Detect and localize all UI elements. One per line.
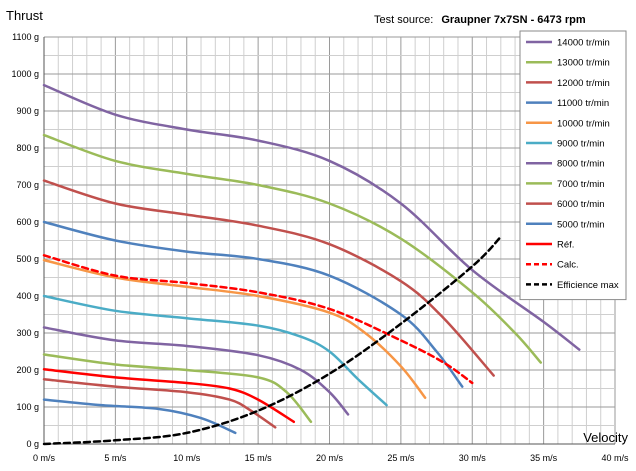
series-line: [42, 294, 388, 407]
x-tick-label: 5 m/s: [104, 453, 127, 463]
series-line: [42, 353, 313, 424]
y-tick-label: 100 g: [16, 402, 39, 412]
test-source: Test source: Graupner 7x7SN - 6473 rpm: [374, 14, 586, 26]
legend-label: 13000 tr/min: [557, 58, 610, 69]
series-line: [42, 220, 464, 388]
y-tick-label: 900 g: [16, 106, 39, 116]
legend-label: 14000 tr/min: [557, 38, 610, 49]
y-tick-label: 800 g: [16, 143, 39, 153]
legend-label: 12000 tr/min: [557, 78, 610, 89]
y-axis-title: Thrust: [6, 8, 43, 23]
series-line: [42, 83, 581, 351]
x-axis-title: Velocity: [583, 430, 628, 445]
y-tick-label: 500 g: [16, 254, 39, 264]
series-line: [42, 258, 427, 399]
series-line: [42, 398, 237, 435]
test-source-label: Test source:: [374, 14, 434, 26]
legend-label: Réf.: [557, 240, 574, 251]
legend-label: 8000 tr/min: [557, 159, 605, 170]
legend-label: 5000 tr/min: [557, 219, 605, 230]
x-tick-label: 40 m/s: [601, 453, 629, 463]
x-tick-label: 15 m/s: [245, 453, 273, 463]
x-tick-label: 20 m/s: [316, 453, 344, 463]
series-line: [42, 378, 277, 429]
series-line: [42, 254, 474, 385]
y-tick-label: 1000 g: [11, 69, 39, 79]
y-tick-label: 400 g: [16, 291, 39, 301]
legend-label: 10000 tr/min: [557, 118, 610, 129]
y-tick-label: 0 g: [26, 439, 39, 449]
series-line: [42, 235, 503, 446]
y-tick-label: 300 g: [16, 328, 39, 338]
legend-label: 11000 tr/min: [557, 98, 609, 109]
series-line: [42, 179, 495, 377]
series-line: [42, 368, 296, 424]
series-line: [42, 133, 543, 364]
legend-label: 7000 tr/min: [557, 179, 605, 190]
y-tick-label: 1100 g: [12, 32, 39, 42]
y-tick-label: 700 g: [16, 180, 39, 190]
legend-label: 6000 tr/min: [557, 199, 605, 210]
legend-label: Calc.: [557, 260, 579, 271]
x-tick-label: 25 m/s: [387, 453, 415, 463]
legend-box: [519, 30, 627, 301]
test-source-value: Graupner 7x7SN - 6473 rpm: [441, 14, 586, 26]
series-line: [42, 326, 350, 416]
y-tick-label: 600 g: [16, 217, 39, 227]
x-tick-label: 30 m/s: [459, 453, 487, 463]
x-tick-label: 35 m/s: [530, 453, 558, 463]
legend-label: Efficience max: [557, 280, 619, 291]
legend-label: 9000 tr/min: [557, 139, 605, 150]
y-tick-label: 200 g: [16, 365, 39, 375]
x-tick-label: 0 m/s: [33, 453, 56, 463]
x-tick-label: 10 m/s: [173, 453, 201, 463]
